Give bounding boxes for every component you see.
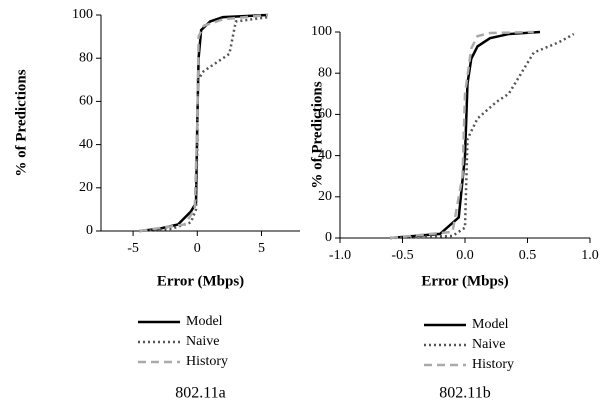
x-tick-label: -5 [127, 241, 139, 256]
x-axis-label: Error (Mbps) [421, 273, 508, 289]
legend-label: History [472, 357, 514, 372]
line-series [389, 32, 575, 240]
x-tick-label: -0.5 [391, 248, 413, 263]
x-tick-label: 1.0 [581, 248, 599, 263]
y-tick-label: 20 [318, 189, 332, 204]
line-series [389, 30, 534, 240]
x-tick-label: -1.0 [329, 248, 351, 263]
legend-label: Naive [186, 334, 219, 349]
y-tick-label: 100 [311, 24, 332, 39]
y-tick-label: 20 [79, 180, 93, 195]
x-tick-label: 0.5 [519, 248, 537, 263]
y-tick-label: 40 [318, 148, 332, 163]
y-tick-label: 100 [72, 7, 93, 22]
legend-label: Model [472, 317, 509, 332]
y-tick-label: 60 [318, 107, 332, 122]
y-tick-label: 80 [318, 65, 332, 80]
y-tick-label: 40 [79, 137, 93, 152]
line-series [139, 13, 269, 233]
line-series [139, 15, 269, 233]
legend-label: Model [186, 314, 223, 329]
legend-label: History [186, 354, 228, 369]
x-tick-label: 5 [258, 241, 265, 256]
y-axis-label: % of Predictions [309, 81, 325, 188]
x-tick-label: 0.0 [456, 248, 474, 263]
caption: 802.11a [175, 385, 226, 402]
x-axis-label: Error (Mbps) [157, 273, 244, 289]
caption: 802.11b [439, 385, 490, 402]
y-tick-label: 0 [325, 230, 332, 245]
y-axis-label: % of Predictions [13, 69, 29, 176]
y-tick-label: 80 [79, 50, 93, 65]
legend-label: Naive [472, 337, 505, 352]
x-tick-label: 0 [194, 241, 201, 256]
line-series [139, 13, 268, 233]
y-tick-label: 0 [86, 223, 93, 238]
y-tick-label: 60 [79, 94, 93, 109]
